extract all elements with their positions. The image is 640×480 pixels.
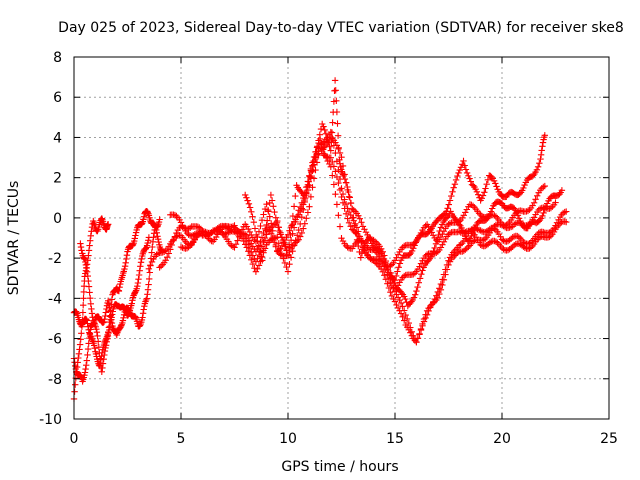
data-point-markers (387, 187, 566, 310)
data-point-markers (77, 234, 153, 375)
series-track-9 (242, 77, 548, 284)
x-tick-label: 20 (493, 431, 511, 447)
y-tick-label: 8 (53, 50, 62, 66)
series-track-10 (387, 187, 566, 310)
y-tick-label: -4 (48, 291, 62, 307)
y-tick-label: -8 (48, 372, 62, 388)
y-tick-label: -10 (39, 412, 62, 428)
data-points (70, 77, 570, 403)
y-tick-label: -2 (48, 251, 62, 267)
y-tick-label: 4 (53, 130, 62, 146)
y-axis-label: SDTVAR / TECUs (6, 181, 22, 296)
x-tick-label: 10 (279, 431, 297, 447)
y-tick-label: -6 (48, 332, 62, 348)
tick-labels: 0 5 10 15 20 25 -10 -8 -6 -4 -2 0 2 4 6 8 (39, 50, 618, 447)
x-tick-label: 5 (177, 431, 186, 447)
series-track-4 (77, 234, 153, 375)
plot-frame (73, 56, 610, 420)
y-tick-label: 6 (53, 90, 62, 106)
x-axis-label: GPS time / hours (281, 459, 398, 475)
y-tick-label: 2 (53, 171, 62, 187)
x-tick-label: 15 (386, 431, 404, 447)
x-tick-label: 0 (70, 431, 79, 447)
axis-ticks (73, 56, 610, 420)
y-tick-label: 0 (53, 211, 62, 227)
x-tick-label: 25 (600, 431, 618, 447)
data-point-markers (242, 77, 548, 284)
chart-title: Day 025 of 2023, Sidereal Day-to-day VTE… (58, 20, 624, 36)
